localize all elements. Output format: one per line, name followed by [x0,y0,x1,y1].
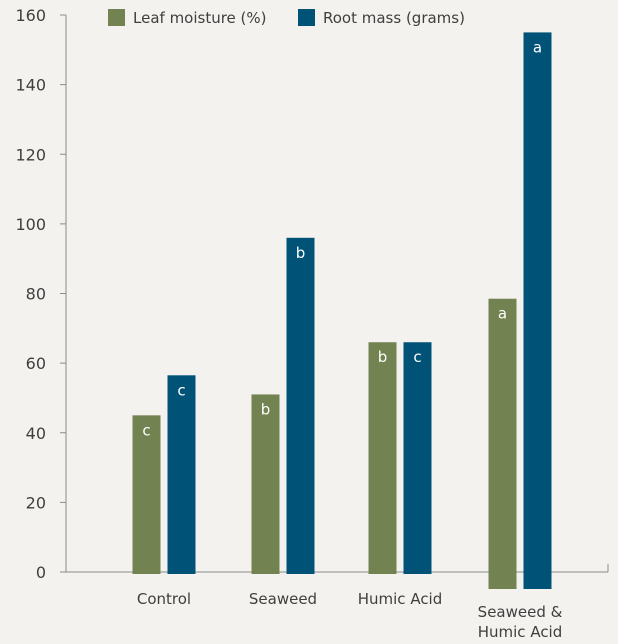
y-tick-label: 80 [26,285,46,304]
y-tick-label: 140 [15,76,46,95]
legend-swatch [108,9,125,26]
axes: 0 20 40 60 80 100 120 140 160 Control Seaweed Humic… [15,6,609,641]
x-category-label: Seaweed & [478,603,563,621]
bar-significance-label: a [498,305,507,323]
bar-significance-label: c [177,381,185,399]
bar-leaf-moisture-control [132,415,161,574]
bar-root-mass-control [167,375,196,574]
legend: Leaf moisture (%) Root mass (grams) [108,9,465,27]
y-tick-label: 40 [26,424,46,443]
legend-label: Leaf moisture (%) [133,9,267,27]
bar-leaf-moisture-humic-acid [368,342,397,574]
bar-significance-label: c [413,348,421,366]
bar-significance-label: c [142,421,150,439]
y-tick-label: 20 [26,493,46,512]
y-tick-label: 60 [26,354,46,373]
y-tick-label: 100 [15,215,46,234]
y-tick-label: 0 [36,563,46,582]
bar-leaf-moisture-seaweed-humic-acid [488,298,517,589]
bar-root-mass-humic-acid [403,342,432,574]
bar-significance-label: b [378,348,388,366]
x-category-label: Humic Acid [358,590,443,608]
bar-root-mass-seaweed-humic-acid [523,32,552,589]
x-category-label: Control [137,590,191,608]
legend-swatch [298,9,315,26]
y-tick-label: 160 [15,6,46,25]
bars: c c b b b c a a [132,32,552,589]
bar-significance-label: b [296,244,306,262]
bar-significance-label: a [533,38,542,56]
x-category-label: Seaweed [249,590,317,608]
legend-label: Root mass (grams) [323,9,465,27]
bar-leaf-moisture-seaweed [251,394,280,574]
bar-root-mass-seaweed [286,237,315,575]
x-category-label: Humic Acid [478,623,563,641]
bar-significance-label: b [261,400,271,418]
y-tick-label: 120 [15,145,46,164]
